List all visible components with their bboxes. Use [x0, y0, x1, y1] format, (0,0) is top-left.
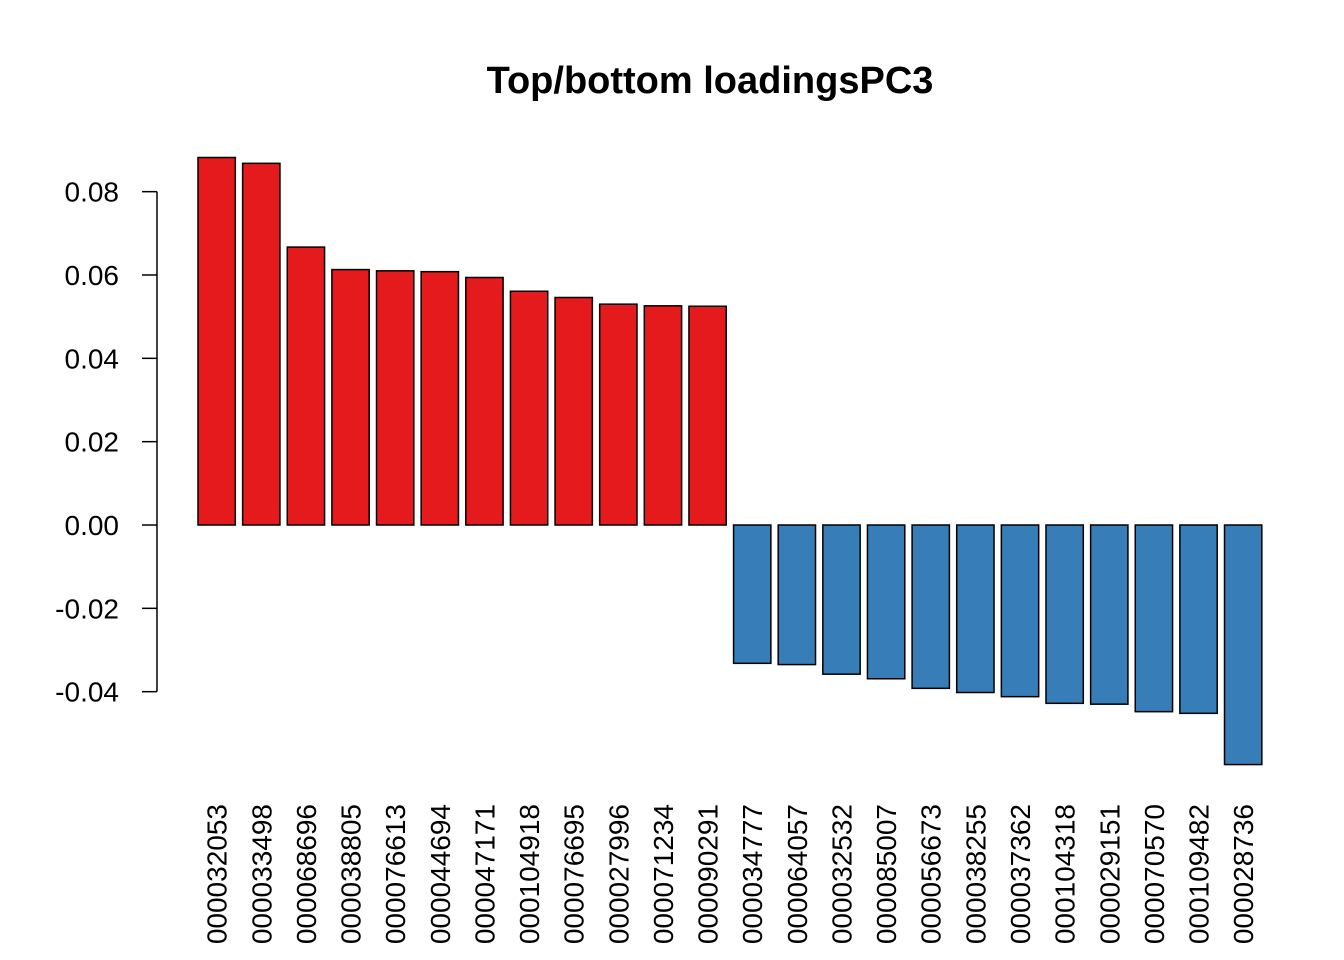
y-tick-label: 0.04: [65, 343, 120, 374]
x-category-label: 000044694: [425, 804, 456, 944]
y-tick-label: -0.04: [55, 677, 119, 708]
bar: [822, 524, 861, 675]
bar: [598, 303, 638, 526]
bar: [777, 524, 817, 666]
bar: [955, 524, 995, 694]
bar: [197, 156, 237, 526]
y-tick-label: 0.06: [65, 260, 120, 291]
bar: [1134, 524, 1174, 713]
bar: [688, 305, 728, 526]
x-category-label: 000047171: [469, 804, 500, 944]
y-tick-label: -0.02: [55, 593, 119, 624]
x-category-label: 000038805: [336, 804, 367, 944]
x-category-label: 000033498: [246, 804, 277, 944]
x-category-label: 000068696: [291, 804, 322, 944]
x-category-label: 000071234: [648, 804, 679, 944]
bar: [241, 162, 281, 526]
bar: [420, 270, 460, 526]
bar: [1000, 524, 1040, 698]
x-category-label: 000104318: [1050, 804, 1081, 944]
x-category-label: 000032053: [202, 804, 233, 944]
bar: [1223, 524, 1263, 766]
bar: [643, 305, 683, 526]
y-tick-label: 0.08: [65, 177, 120, 208]
x-axis-labels: 000032053 000033498 000068696 000038805 0000…: [202, 804, 1260, 944]
bar: [732, 524, 772, 665]
x-category-label: 000028736: [1228, 804, 1259, 944]
bar: [1089, 524, 1129, 705]
x-category-label: 000070570: [1139, 804, 1170, 944]
x-category-label: 000109482: [1184, 804, 1215, 944]
bar: [554, 296, 594, 526]
x-category-label: 000032532: [826, 804, 857, 944]
bar: [866, 524, 906, 680]
bar: [911, 524, 951, 690]
x-category-label: 000085007: [871, 804, 902, 944]
x-category-label: 000064057: [782, 804, 813, 944]
bar: [331, 268, 370, 526]
x-category-label: 000029151: [1094, 804, 1125, 944]
x-category-label: 000056673: [916, 804, 947, 944]
x-category-label: 000038255: [960, 804, 991, 944]
bar: [286, 246, 326, 526]
x-category-label: 000027996: [603, 804, 634, 944]
chart-title: Top/bottom loadingsPC3: [487, 60, 934, 102]
bar: [375, 270, 415, 526]
bar: [509, 290, 549, 526]
x-category-label: 000037362: [1005, 804, 1036, 944]
bars: [197, 156, 1263, 766]
x-category-label: 000076613: [380, 804, 411, 944]
x-category-label: 000076695: [559, 804, 590, 944]
x-category-label: 000104918: [514, 804, 545, 944]
y-axis: -0.04 -0.02 0.00 0.02 0.04 0.06 0.08: [55, 177, 158, 708]
x-category-label: 000090291: [693, 804, 724, 944]
bar: [465, 276, 504, 526]
y-tick-label: 0.00: [65, 510, 120, 541]
y-tick-label: 0.02: [65, 427, 120, 458]
bar: [1045, 524, 1085, 705]
bar: [1179, 524, 1218, 715]
x-category-label: 000034777: [737, 804, 768, 944]
